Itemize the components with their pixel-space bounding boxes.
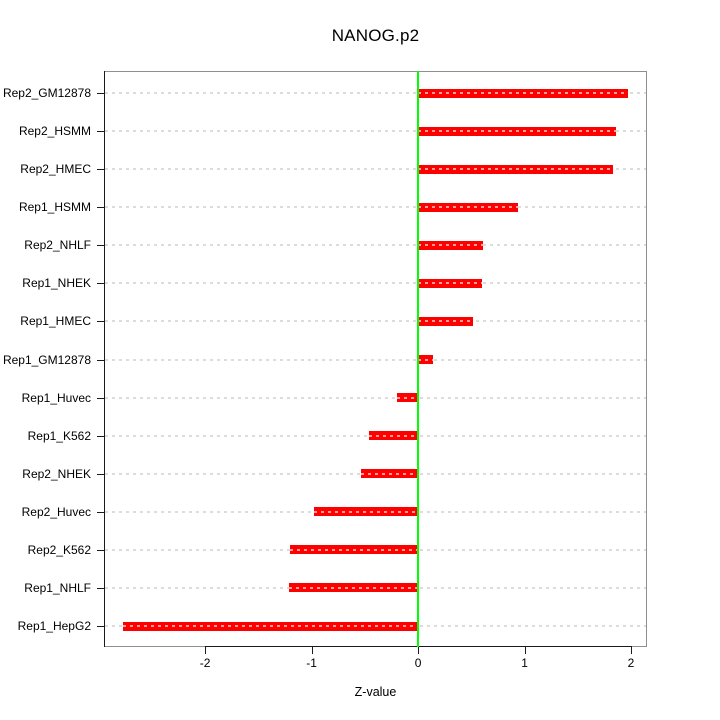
bar-gridline-overlay bbox=[313, 510, 419, 513]
bar-Rep2_K562 bbox=[290, 545, 419, 555]
y-tick-mark bbox=[97, 473, 104, 475]
gridline bbox=[105, 168, 646, 171]
y-tick-mark bbox=[97, 283, 104, 285]
gridline bbox=[105, 320, 646, 323]
y-tick-mark bbox=[97, 169, 104, 171]
bar-Rep1_Huvec bbox=[396, 393, 419, 403]
y-tick-label-Rep2_Huvec: Rep2_Huvec bbox=[21, 504, 91, 519]
y-tick-mark bbox=[97, 435, 104, 437]
plot-border-right bbox=[646, 71, 647, 647]
bar-gridline-overlay bbox=[360, 472, 419, 475]
gridline bbox=[105, 358, 646, 361]
y-tick-mark bbox=[97, 587, 104, 589]
x-tick-mark bbox=[311, 647, 313, 654]
y-tick-label-Rep1_NHEK: Rep1_NHEK bbox=[22, 276, 91, 291]
y-axis-line bbox=[104, 71, 105, 647]
y-tick-mark bbox=[97, 626, 104, 627]
bar-Rep1_HMEC bbox=[418, 316, 474, 326]
y-tick-label-Rep1_K562: Rep1_K562 bbox=[27, 428, 91, 443]
x-tick-label-1: 1 bbox=[521, 656, 528, 670]
y-tick-mark bbox=[97, 397, 104, 399]
bar-gridline-overlay bbox=[418, 130, 617, 133]
y-tick-mark bbox=[97, 511, 104, 513]
gridline bbox=[105, 206, 646, 209]
bar-Rep1_K562 bbox=[369, 431, 419, 441]
plot-area: Rep2_GM12878 Rep2_HSMM Rep2_HMEC Rep1_HSMM R… bbox=[3, 71, 647, 670]
x-axis-title: Z-value bbox=[354, 685, 397, 699]
bar-Rep2_GM12878 bbox=[418, 88, 628, 98]
x-tick-label-0: 0 bbox=[414, 656, 422, 670]
y-tick-label-Rep2_NHLF: Rep2_NHLF bbox=[24, 238, 91, 253]
x-tick-label--1: -1 bbox=[306, 656, 317, 670]
y-tick-label-Rep2_HSMM: Rep2_HSMM bbox=[18, 124, 91, 139]
bar-gridline-overlay bbox=[418, 92, 628, 94]
y-tick-mark bbox=[97, 207, 104, 209]
y-tick-label-Rep2_HMEC: Rep2_HMEC bbox=[20, 162, 91, 177]
y-tick-mark bbox=[97, 321, 104, 323]
x-tick-mark bbox=[524, 647, 526, 654]
y-tick-label-Rep1_NHLF: Rep1_NHLF bbox=[24, 580, 91, 595]
bar-Rep2_NHLF bbox=[418, 240, 484, 250]
y-tick-label-Rep1_HMEC: Rep1_HMEC bbox=[20, 314, 91, 329]
gridline bbox=[105, 244, 646, 247]
x-tick-mark bbox=[418, 647, 420, 654]
bar-Rep2_NHEK bbox=[360, 469, 419, 479]
y-tick-label-Rep1_GM12878: Rep1_GM12878 bbox=[2, 352, 91, 367]
bar-gridline-overlay bbox=[418, 244, 484, 247]
bar-Rep1_NHEK bbox=[418, 278, 482, 288]
bar-gridline-overlay bbox=[418, 358, 433, 361]
y-tick-mark bbox=[97, 549, 104, 551]
gridline bbox=[105, 282, 646, 285]
y-tick-mark bbox=[97, 93, 104, 94]
bar-gridline-overlay bbox=[123, 625, 419, 627]
y-tick-label-Rep1_HepG2: Rep1_HepG2 bbox=[17, 619, 91, 633]
plot-border-top bbox=[104, 71, 647, 72]
bar-gridline-overlay bbox=[396, 396, 419, 399]
x-tick-mark bbox=[631, 647, 633, 654]
zero-reference-line bbox=[417, 71, 420, 647]
bar-gridline-overlay bbox=[290, 548, 419, 551]
y-tick-label-Rep2_GM12878: Rep2_GM12878 bbox=[2, 86, 91, 100]
y-tick-mark bbox=[97, 131, 104, 133]
bar-gridline-overlay bbox=[369, 434, 419, 437]
bar-gridline-overlay bbox=[289, 586, 419, 589]
gridline bbox=[105, 92, 646, 94]
y-tick-label-Rep1_Huvec: Rep1_Huvec bbox=[21, 390, 91, 405]
x-tick-label--2: -2 bbox=[199, 656, 211, 670]
bar-gridline-overlay bbox=[418, 206, 519, 209]
gridline bbox=[105, 396, 646, 399]
bar-Rep2_HSMM bbox=[418, 126, 617, 136]
y-tick-label-Rep2_K562: Rep2_K562 bbox=[27, 542, 91, 557]
x-tick-label-2: 2 bbox=[627, 656, 635, 670]
bar-gridline-overlay bbox=[418, 320, 474, 323]
x-tick-mark bbox=[205, 647, 207, 654]
y-tick-mark bbox=[97, 359, 104, 361]
bar-gridline-overlay bbox=[418, 168, 613, 171]
bar-Rep2_HMEC bbox=[418, 164, 613, 174]
gridline bbox=[105, 130, 646, 133]
chart-title: NANOG.p2 bbox=[331, 26, 420, 45]
bar-gridline-overlay bbox=[418, 282, 482, 285]
bar-Rep1_GM12878 bbox=[418, 355, 433, 364]
bar-Rep1_HepG2 bbox=[123, 621, 419, 631]
y-tick-mark bbox=[97, 245, 104, 247]
bar-Rep2_Huvec bbox=[313, 507, 419, 517]
bar-Rep1_HSMM bbox=[418, 202, 519, 212]
y-tick-label-Rep2_NHEK: Rep2_NHEK bbox=[22, 466, 91, 481]
bar-Rep1_NHLF bbox=[289, 583, 419, 593]
y-tick-label-Rep1_HSMM: Rep1_HSMM bbox=[18, 200, 91, 215]
